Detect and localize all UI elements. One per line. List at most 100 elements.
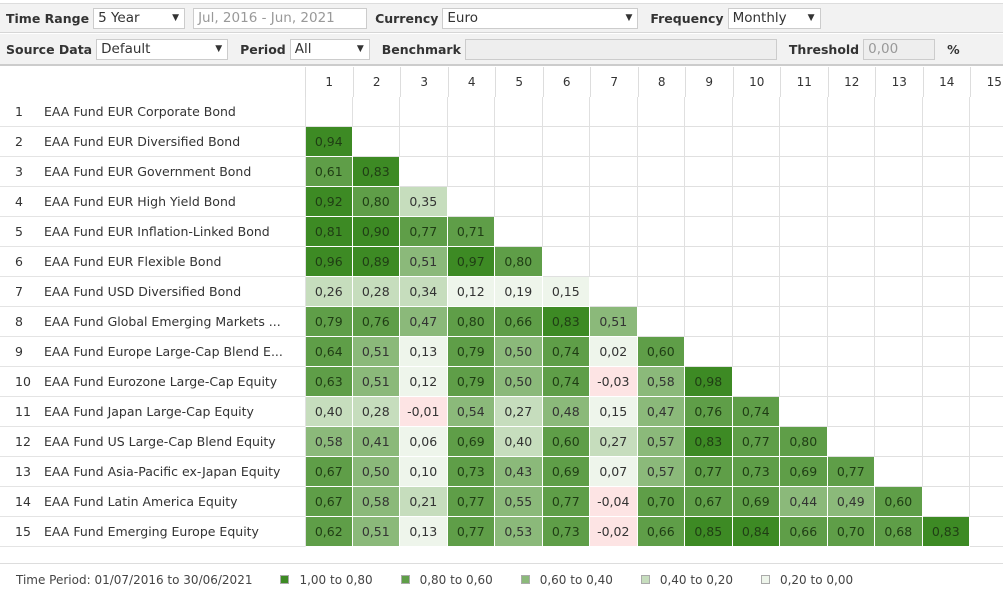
source-data-label: Source Data [6, 41, 93, 57]
row-label: 13 EAA Fund Asia-Pacific ex-Japan Equity [0, 457, 305, 487]
matrix-cell [922, 427, 970, 457]
matrix-cell: 0,15 [542, 277, 590, 307]
row-label: 4 EAA Fund EUR High Yield Bond [0, 187, 305, 217]
matrix-cell [827, 307, 875, 337]
matrix-cell [780, 217, 828, 247]
matrix-cell: 0,58 [352, 487, 400, 517]
matrix-cell [875, 157, 923, 187]
row-number: 7 [15, 284, 23, 299]
currency-value: Euro [447, 10, 479, 26]
period-select[interactable]: All ▼ [289, 38, 370, 60]
matrix-cell [922, 367, 970, 397]
matrix-cell [922, 217, 970, 247]
matrix-cell [970, 487, 1003, 517]
currency-label: Currency [375, 10, 439, 26]
fund-name: EAA Fund EUR Flexible Bond [44, 254, 222, 269]
fund-name: EAA Fund Japan Large-Cap Equity [44, 404, 254, 419]
matrix-cell: 0,70 [637, 487, 685, 517]
matrix-cell: 0,64 [305, 337, 353, 367]
matrix-cell [922, 187, 970, 217]
legend: Time Period: 01/07/2016 to 30/06/2021 1,… [0, 563, 1003, 595]
matrix-cell [637, 247, 685, 277]
matrix-cell [637, 277, 685, 307]
matrix-cell [970, 307, 1003, 337]
matrix-cell [732, 157, 780, 187]
row-number: 3 [15, 164, 23, 179]
row-label: 9 EAA Fund Europe Large-Cap Blend E... [0, 337, 305, 367]
column-header: 6 [542, 67, 591, 97]
matrix-cell: 0,60 [542, 427, 590, 457]
matrix-cell: 0,73 [542, 517, 590, 547]
benchmark-input[interactable] [464, 38, 777, 60]
matrix-cell: 0,26 [305, 277, 353, 307]
column-header: 3 [400, 67, 448, 97]
row-number: 4 [15, 194, 23, 209]
matrix-cell [780, 307, 828, 337]
frequency-select[interactable]: Monthly ▼ [727, 7, 821, 29]
time-range-select[interactable]: 5 Year ▼ [93, 7, 186, 29]
legend-label: 0,80 to 0,60 [419, 572, 493, 587]
matrix-cell: 0,54 [447, 397, 495, 427]
matrix-cell: 0,27 [590, 427, 638, 457]
matrix-cell [827, 187, 875, 217]
matrix-cell [875, 337, 923, 367]
threshold-input[interactable]: 0,00 [863, 38, 936, 60]
matrix-cell: 0,43 [495, 457, 543, 487]
row-number: 13 [15, 464, 31, 479]
matrix-cell [780, 247, 828, 277]
matrix-cell: 0,77 [447, 487, 495, 517]
legend-swatch [760, 575, 770, 584]
fund-name: EAA Fund EUR Diversified Bond [44, 134, 241, 149]
matrix-cell: 0,79 [305, 307, 353, 337]
fund-name: EAA Fund Eurozone Large-Cap Equity [44, 374, 278, 389]
matrix-cell [922, 487, 970, 517]
matrix-cell: 0,76 [352, 307, 400, 337]
matrix-cell [400, 157, 448, 187]
matrix-cell [732, 187, 780, 217]
matrix-cell [827, 277, 875, 307]
matrix-cell [495, 157, 543, 187]
currency-select[interactable]: Euro ▼ [442, 7, 639, 29]
column-header: 1 [305, 67, 353, 97]
matrix-cell [685, 337, 733, 367]
date-range-input[interactable]: Jul, 2016 - Jun, 2021 [193, 7, 368, 29]
matrix-cell: 0,79 [447, 337, 495, 367]
matrix-cell [495, 127, 543, 157]
legend-item: 1,00 to 0,80 [280, 573, 373, 587]
matrix-cell: 0,69 [732, 487, 780, 517]
matrix-cell: 0,50 [495, 367, 543, 397]
matrix-cell [542, 247, 590, 277]
row-number: 12 [15, 434, 31, 449]
matrix-cell [542, 127, 590, 157]
matrix-cell: 0,58 [637, 367, 685, 397]
matrix-cell [780, 397, 828, 427]
matrix-cell [827, 157, 875, 187]
matrix-cell: 0,73 [732, 457, 780, 487]
matrix-cell [875, 457, 923, 487]
chevron-down-icon: ▼ [172, 13, 180, 23]
matrix-cell: 0,83 [352, 157, 400, 187]
matrix-cell [780, 187, 828, 217]
matrix-cell: 0,57 [637, 457, 685, 487]
matrix-cell: 0,51 [590, 307, 638, 337]
matrix-cell: 0,61 [305, 157, 353, 187]
fund-name: EAA Fund EUR Government Bond [44, 164, 252, 179]
column-header: 8 [637, 67, 686, 97]
source-data-select[interactable]: Default ▼ [96, 38, 229, 60]
matrix-cell [732, 97, 780, 127]
matrix-cell: 0,50 [352, 457, 400, 487]
row-number: 1 [15, 104, 23, 119]
matrix-cell: 0,50 [495, 337, 543, 367]
matrix-cell [732, 127, 780, 157]
matrix-cell [637, 97, 685, 127]
legend-swatch [400, 575, 410, 584]
legend-item: 0,80 to 0,60 [400, 572, 493, 587]
matrix-cell [780, 97, 828, 127]
period-value: All [294, 41, 312, 57]
matrix-cell: 0,73 [447, 457, 495, 487]
matrix-cell: 0,58 [305, 427, 353, 457]
matrix-cell: 0,40 [495, 427, 543, 457]
matrix-cell [590, 277, 638, 307]
column-header: 10 [732, 67, 781, 97]
matrix-cell [970, 427, 1003, 457]
